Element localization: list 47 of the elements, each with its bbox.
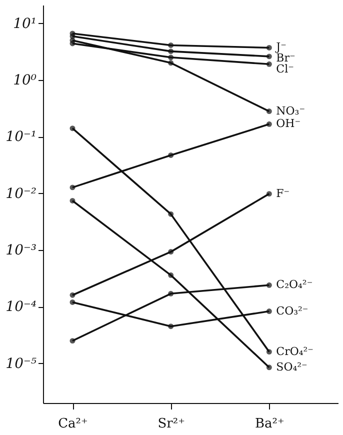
series-label: CO₃²⁻ <box>276 304 308 318</box>
series-label: NO₃⁻ <box>276 104 306 118</box>
point <box>168 211 174 217</box>
point <box>266 61 272 67</box>
point <box>266 191 272 197</box>
y-tick-label: 10⁰ <box>13 72 37 88</box>
point <box>70 292 76 298</box>
series-label: Cl⁻ <box>276 62 294 76</box>
point <box>266 108 272 114</box>
y-tick-label: 10⁻² <box>6 186 37 202</box>
point <box>168 290 174 296</box>
point <box>168 48 174 54</box>
series-label: C₂O₄²⁻ <box>276 278 313 292</box>
point <box>168 54 174 60</box>
series-label: CrO₄²⁻ <box>276 344 314 358</box>
point <box>266 282 272 288</box>
x-tick-label: Ca²⁺ <box>58 416 88 432</box>
point <box>168 60 174 66</box>
x-tick-label: Sr²⁺ <box>158 416 185 432</box>
point <box>266 308 272 314</box>
y-tick-label: 10¹ <box>13 16 36 32</box>
point <box>266 349 272 355</box>
y-tick-label: 10⁻³ <box>6 242 37 259</box>
series-label: OH⁻ <box>276 117 301 130</box>
point <box>168 42 174 48</box>
point <box>70 126 76 132</box>
point <box>266 54 272 60</box>
point <box>168 152 174 158</box>
point <box>70 299 76 305</box>
point <box>266 364 272 370</box>
series-label: SO₄²⁻ <box>276 360 308 374</box>
point <box>168 272 174 278</box>
series-label: Br⁻ <box>276 52 296 65</box>
point <box>70 198 76 204</box>
point <box>266 121 272 127</box>
series-label: F⁻ <box>276 186 290 200</box>
point <box>70 338 76 344</box>
point <box>168 249 174 255</box>
point <box>168 324 174 330</box>
y-tick-label: 10⁻⁴ <box>6 299 37 316</box>
y-tick-label: 10⁻¹ <box>6 129 36 146</box>
series-label: J⁻ <box>275 40 287 54</box>
point <box>70 38 76 44</box>
y-tick-label: 10⁻⁵ <box>6 356 37 372</box>
x-tick-label: Ba²⁺ <box>254 416 284 432</box>
point <box>70 184 76 190</box>
point <box>266 45 272 50</box>
